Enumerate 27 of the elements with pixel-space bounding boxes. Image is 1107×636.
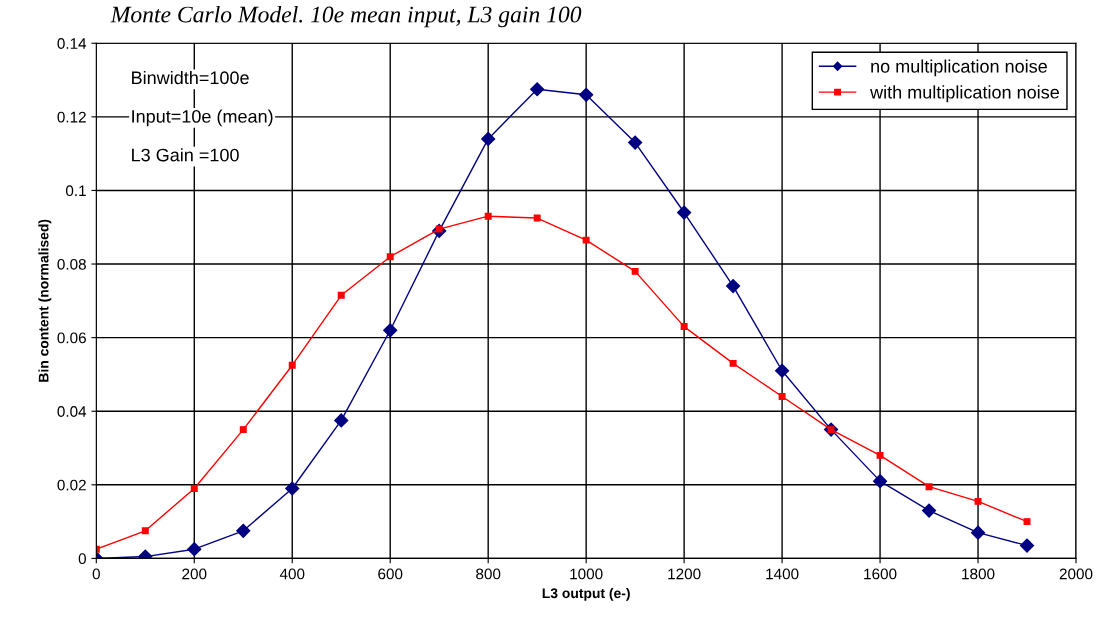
legend-label: no multiplication noise (871, 59, 1047, 77)
x-tick-label: 0 (92, 568, 100, 580)
annotation: Input=10e (mean) (132, 109, 273, 127)
y-tick-label: 0.1 (65, 185, 86, 197)
annotation: L3 Gain =100 (132, 148, 239, 162)
chart-title: Monte Carlo Model. 10e mean input, L3 gain 100 (110, 5, 582, 28)
x-tick-label: 600 (378, 568, 403, 580)
x-tick-label: 200 (182, 568, 207, 580)
y-tick-label: 0.04 (57, 406, 87, 417)
annotation: Binwidth=100e (132, 70, 249, 85)
x-tick-label: 1600 (864, 568, 897, 580)
x-tick-label: 1800 (962, 568, 995, 580)
x-tick-label: 400 (279, 568, 305, 580)
legend-label: with multiplication noise (870, 85, 1059, 103)
x-tick-label: 2000 (1059, 568, 1093, 580)
y-tick-label: 0.12 (57, 111, 86, 123)
y-tick-label: 0.14 (57, 38, 87, 49)
y-tick-label: 0 (78, 553, 86, 565)
x-tick-label: 1400 (766, 568, 799, 580)
y-tick-label: 0.08 (57, 258, 86, 270)
x-tick-label: 1200 (668, 568, 701, 580)
y-tick-label: 0.06 (57, 332, 86, 344)
y-tick-label: 0.02 (57, 479, 86, 491)
x-axis-title: L3 output (e-) (542, 587, 630, 601)
x-tick-label: 800 (476, 568, 501, 580)
y-axis-title: Bin content (normalised) (38, 219, 52, 382)
x-tick-label: 1000 (570, 568, 603, 580)
